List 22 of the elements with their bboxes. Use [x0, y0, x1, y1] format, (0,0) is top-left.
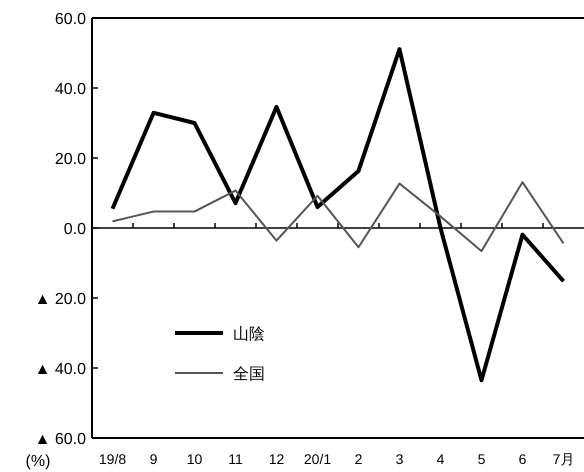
- y-tick-label: ▲ 40.0: [34, 361, 86, 378]
- x-tick-label: 4: [436, 451, 445, 467]
- x-tick-label: 10: [186, 451, 202, 467]
- x-tick-label: 5: [478, 451, 486, 467]
- x-tick-label: 7月: [552, 451, 574, 467]
- x-tick-label: 19/8: [98, 451, 126, 467]
- y-axis-title: (%): [26, 453, 50, 470]
- x-tick-label: 20/1: [304, 451, 332, 467]
- y-tick-label: 60.0: [54, 11, 86, 28]
- x-tick-label: 3: [396, 451, 404, 467]
- y-tick-label: 0.0: [64, 221, 86, 238]
- x-tick-label: 9: [150, 451, 158, 467]
- y-tick-label: 20.0: [54, 151, 86, 168]
- x-tick-label: 12: [268, 451, 284, 467]
- legend-label: 全国: [233, 366, 265, 383]
- x-tick-label: 2: [354, 451, 363, 467]
- y-tick-label: ▲ 20.0: [34, 291, 86, 308]
- legend-label: 山陰: [233, 325, 265, 343]
- x-tick-label: 6: [518, 451, 527, 467]
- x-tick-label: 11: [228, 451, 243, 467]
- y-tick-label: 40.0: [54, 81, 86, 98]
- y-tick-label: ▲ 60.0: [34, 431, 86, 448]
